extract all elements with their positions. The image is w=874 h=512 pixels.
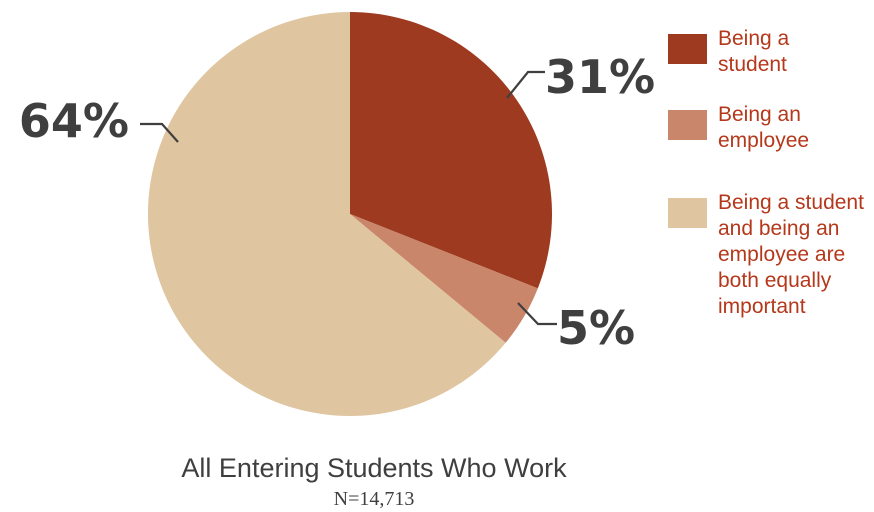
data-label-employee: 5%: [557, 301, 635, 355]
legend-swatch-both: [668, 198, 707, 228]
legend-label-student-line2: student: [718, 53, 787, 76]
legend-label-employee-line2: employee: [718, 129, 810, 152]
pie-slice-both: [147, 11, 506, 416]
legend-item-employee: Being an employee: [668, 102, 874, 190]
legend-label-both-line4: both equally: [718, 269, 832, 292]
pie-slices: [147, 11, 552, 416]
legend-swatch-student: [668, 34, 707, 64]
legend-swatch-employee: [668, 110, 707, 140]
legend: Being a student Being an employee Being …: [668, 26, 874, 320]
legend-label-both-line1: Being a student: [718, 191, 864, 214]
pie-slice-employee: [350, 214, 538, 343]
pie-slice-student: [350, 12, 552, 289]
leader-line-employee: [517, 302, 557, 326]
chart-sample-size: N=14,713: [333, 488, 415, 510]
legend-label-student-line1: Being a: [718, 27, 790, 50]
legend-label-both-line2: and being an: [718, 217, 840, 240]
pie-data-labels: 31% 5% 64%: [19, 50, 655, 355]
legend-item-student: Being a student: [668, 26, 874, 102]
data-label-student: 31%: [545, 50, 655, 104]
leader-line-student: [506, 70, 545, 99]
chart-title: All Entering Students Who Work: [181, 453, 567, 483]
data-label-both: 64%: [19, 94, 129, 148]
leader-line-both: [140, 122, 179, 143]
legend-label-both-line5: important: [718, 295, 806, 318]
legend-label-employee-line1: Being an: [718, 103, 801, 126]
legend-label-both-line3: employee are: [718, 243, 846, 266]
legend-item-both: Being a student and being an employee ar…: [668, 190, 874, 320]
